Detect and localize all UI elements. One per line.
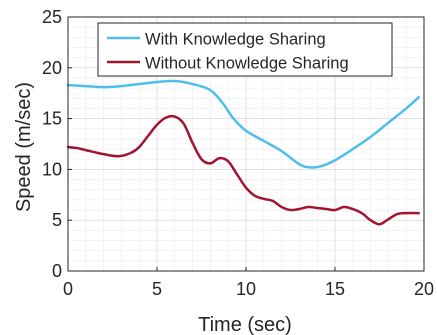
legend: With Knowledge Sharing Without Knowledge… (97, 22, 393, 77)
y-tick-label: 0 (52, 261, 62, 281)
legend-label-without-knowledge-sharing: Without Knowledge Sharing (145, 55, 349, 73)
x-axis-label: Time (sec) (198, 314, 292, 335)
x-tick-labels: 0 5 10 15 20 (63, 279, 434, 299)
series-line-with-knowledge-sharing (66, 79, 420, 169)
axis-ticks (67, 16, 425, 272)
legend-label-with-knowledge-sharing: With Knowledge Sharing (145, 31, 326, 49)
y-tick-label: 25 (42, 7, 62, 27)
series-lines (66, 79, 420, 226)
x-tick-label: 0 (63, 279, 73, 299)
x-tick-label: 15 (325, 279, 345, 299)
y-tick-labels: 0 5 10 15 20 25 (42, 7, 62, 281)
y-tick-label: 5 (52, 210, 62, 230)
x-tick-label: 5 (152, 279, 162, 299)
x-tick-label: 10 (236, 279, 256, 299)
legend-box (97, 22, 393, 77)
y-tick-label: 10 (42, 159, 62, 179)
y-axis-label: Speed (m/sec) (13, 82, 35, 212)
y-tick-label: 15 (42, 109, 62, 129)
x-tick-label: 20 (414, 279, 434, 299)
series-line-without-knowledge-sharing (66, 114, 420, 226)
y-tick-label: 20 (42, 58, 62, 78)
